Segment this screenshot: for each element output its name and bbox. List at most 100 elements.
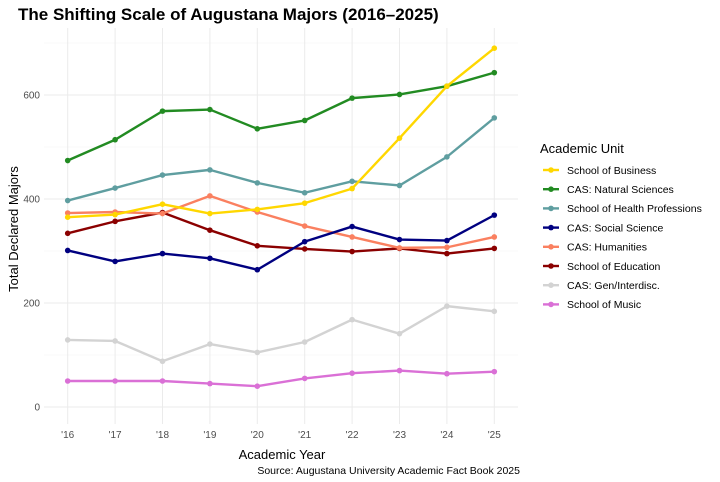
data-point (491, 115, 498, 121)
data-point (301, 200, 308, 206)
x-axis-ticks: '16 '17 '18 '19 '20 '21 '22 '23 '24 '25 (61, 430, 501, 441)
data-point (112, 185, 118, 191)
chart-caption: Source: Augustana University Academic Fa… (257, 465, 520, 477)
data-point (64, 230, 71, 237)
x-tick-label: '16 (61, 430, 74, 441)
data-point (301, 375, 308, 382)
data-point (444, 83, 450, 89)
series-line (64, 209, 498, 257)
series-line (64, 193, 498, 251)
data-point (396, 245, 403, 251)
x-tick-label: '21 (298, 430, 311, 441)
data-point (444, 303, 450, 309)
data-point (491, 69, 498, 76)
legend-item: CAS: Natural Sciences (543, 184, 674, 196)
data-point (207, 210, 213, 217)
series-line (64, 115, 498, 204)
data-point (254, 243, 261, 249)
legend-label: CAS: Humanities (567, 242, 647, 254)
legend-swatch-point (548, 167, 554, 173)
data-point (159, 250, 166, 257)
data-point (444, 250, 450, 257)
y-tick-label: 0 (34, 403, 40, 414)
data-point (491, 245, 498, 252)
data-point (254, 126, 261, 132)
data-point (254, 206, 261, 213)
data-point (254, 349, 261, 356)
x-tick-label: '22 (346, 430, 359, 441)
legend-item: School of Education (543, 261, 661, 273)
data-point (254, 266, 261, 273)
legend-label: CAS: Social Science (567, 222, 663, 234)
data-point (112, 378, 118, 384)
legend-swatch-point (548, 224, 554, 231)
data-point (207, 227, 213, 233)
series-layer (64, 45, 498, 390)
legend-label: CAS: Natural Sciences (567, 184, 674, 196)
series-line (64, 45, 498, 220)
series-line (64, 367, 498, 390)
data-point (491, 45, 498, 51)
data-point (159, 201, 166, 207)
y-tick-label: 600 (23, 91, 40, 102)
data-point (301, 238, 308, 245)
data-point (301, 339, 308, 345)
data-point (207, 193, 213, 199)
x-tick-label: '19 (203, 430, 216, 441)
data-point (159, 210, 166, 217)
data-point (349, 223, 355, 230)
legend-label: School of Business (567, 165, 656, 177)
data-point (349, 248, 355, 255)
data-point (159, 108, 166, 114)
data-point (159, 378, 166, 384)
data-point (112, 258, 118, 265)
legend-label: School of Music (567, 299, 641, 311)
legend-item: School of Business (543, 165, 656, 177)
series-path (66, 369, 496, 388)
series-path (66, 116, 496, 202)
data-point (159, 358, 166, 365)
legend-items: School of Business CAS: Natural Sciences S… (543, 165, 702, 311)
series-path (66, 213, 496, 271)
y-axis-title: Total Declared Majors (6, 166, 21, 292)
data-point (301, 246, 308, 252)
data-point (301, 117, 308, 124)
data-point (64, 157, 71, 164)
data-point (396, 367, 403, 374)
data-point (112, 338, 118, 344)
data-point (491, 212, 498, 218)
series-path (66, 194, 496, 250)
data-point (112, 218, 118, 225)
legend-title: Academic Unit (540, 141, 624, 156)
data-point (444, 237, 450, 244)
x-axis-title: Academic Year (239, 447, 326, 462)
legend-item: School of Health Professions (543, 203, 702, 215)
data-point (349, 178, 355, 185)
series-path (66, 71, 496, 162)
series-path (66, 211, 496, 255)
y-tick-label: 200 (23, 299, 40, 310)
series-line (64, 303, 498, 365)
legend: Academic Unit School of Business CAS: Nat… (540, 141, 702, 311)
data-point (112, 211, 118, 218)
data-point (491, 234, 498, 240)
legend-label: School of Education (567, 261, 661, 273)
data-point (491, 368, 498, 375)
legend-item: School of Music (543, 299, 641, 311)
data-point (396, 182, 403, 189)
series-line (64, 69, 498, 164)
data-point (396, 330, 403, 337)
x-tick-label: '24 (440, 430, 453, 441)
legend-swatch-point (548, 244, 554, 250)
data-point (64, 378, 71, 384)
data-point (64, 337, 71, 343)
data-point (444, 244, 450, 251)
data-point (254, 383, 261, 390)
data-point (396, 236, 403, 243)
series-path (66, 47, 496, 219)
data-point (396, 91, 403, 98)
data-point (349, 95, 355, 101)
data-point (349, 185, 355, 192)
y-axis-ticks: 0 200 400 600 (23, 91, 40, 414)
